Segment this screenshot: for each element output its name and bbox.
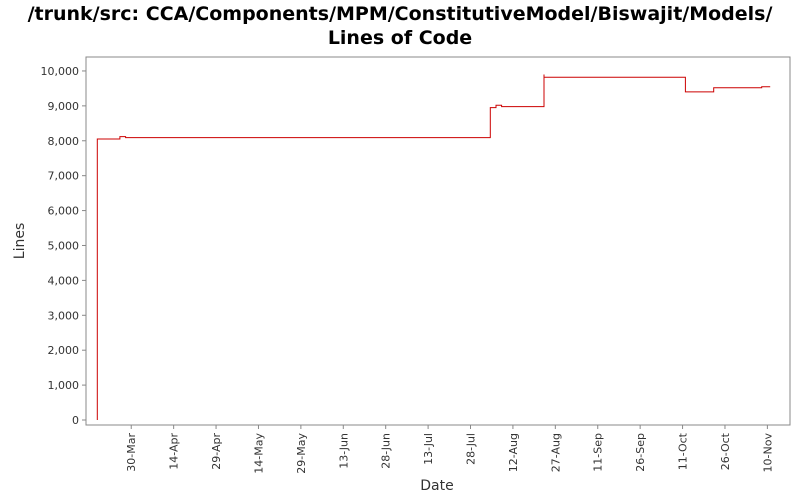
y-tick-label: 7,000: [48, 170, 80, 183]
y-tick-label: 10,000: [41, 65, 80, 78]
y-tick-label: 0: [72, 414, 79, 427]
y-tick-label: 9,000: [48, 100, 80, 113]
plot-area: [85, 56, 791, 426]
x-tick-label: 13-Jun: [337, 433, 350, 469]
x-tick-label: 14-May: [252, 433, 265, 474]
x-tick-label: 14-Apr: [168, 433, 181, 470]
y-axis-title: Lines: [12, 223, 28, 259]
x-tick-label: 30-Mar: [125, 433, 138, 472]
x-tick-label: 11-Sep: [592, 433, 605, 472]
x-tick-label: 27-Aug: [549, 433, 562, 472]
y-axis: 0 1,000 2,000 3,000 4,000 5,000 6,000 7,000 8,00…: [41, 65, 86, 427]
chart-title-line-2: Lines of Code: [327, 27, 473, 49]
chart-title-line-1: /trunk/src: CCA/Components/MPM/Constitut…: [27, 3, 773, 25]
x-tick-label: 28-Jun: [380, 433, 393, 469]
y-tick-label: 3,000: [48, 309, 80, 322]
x-tick-label: 26-Sep: [634, 433, 647, 472]
x-tick-label: 10-Nov: [761, 433, 774, 473]
x-tick-label: 12-Aug: [507, 433, 520, 472]
x-tick-label: 29-May: [295, 433, 308, 474]
y-tick-label: 1,000: [48, 379, 80, 392]
series-layer: [96, 74, 771, 420]
y-tick-label: 6,000: [48, 205, 80, 218]
y-tick-label: 5,000: [48, 239, 80, 252]
x-tick-label: 11-Oct: [677, 432, 690, 470]
series-line-0: [96, 74, 771, 420]
x-axis: 30-Mar 14-Apr 29-Apr 14-May 29-May 13-Jun 28-J…: [125, 425, 774, 474]
y-tick-label: 2,000: [48, 344, 80, 357]
y-tick-label: 4,000: [48, 274, 80, 287]
chart-title: /trunk/src: CCA/Components/MPM/Constitut…: [0, 2, 800, 50]
x-tick-label: 28-Jul: [465, 433, 478, 465]
x-axis-title: Date: [420, 478, 453, 494]
x-tick-label: 29-Apr: [210, 433, 223, 470]
x-tick-label: 26-Oct: [719, 432, 732, 470]
y-tick-label: 8,000: [48, 135, 80, 148]
x-tick-label: 13-Jul: [422, 433, 435, 465]
